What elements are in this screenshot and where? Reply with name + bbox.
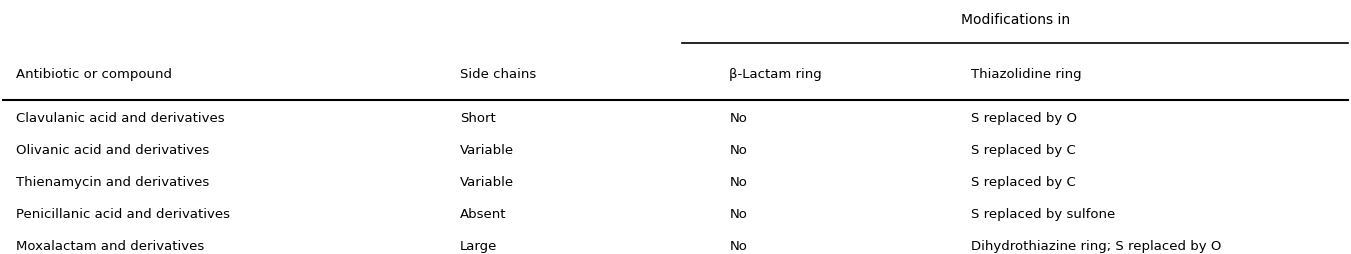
Text: S replaced by C: S replaced by C — [971, 175, 1077, 188]
Text: No: No — [730, 239, 747, 252]
Text: Thienamycin and derivatives: Thienamycin and derivatives — [16, 175, 209, 188]
Text: No: No — [730, 207, 747, 220]
Text: No: No — [730, 175, 747, 188]
Text: S replaced by O: S replaced by O — [971, 111, 1078, 124]
Text: β-Lactam ring: β-Lactam ring — [730, 68, 821, 81]
Text: Antibiotic or compound: Antibiotic or compound — [16, 68, 172, 81]
Text: No: No — [730, 111, 747, 124]
Text: Modifications in: Modifications in — [961, 12, 1070, 26]
Text: No: No — [730, 143, 747, 156]
Text: Absent: Absent — [461, 207, 507, 220]
Text: Clavulanic acid and derivatives: Clavulanic acid and derivatives — [16, 111, 224, 124]
Text: Moxalactam and derivatives: Moxalactam and derivatives — [16, 239, 204, 252]
Text: Thiazolidine ring: Thiazolidine ring — [971, 68, 1082, 81]
Text: Variable: Variable — [461, 175, 515, 188]
Text: Short: Short — [461, 111, 496, 124]
Text: S replaced by sulfone: S replaced by sulfone — [971, 207, 1116, 220]
Text: Side chains: Side chains — [461, 68, 536, 81]
Text: Variable: Variable — [461, 143, 515, 156]
Text: S replaced by C: S replaced by C — [971, 143, 1077, 156]
Text: Dihydrothiazine ring; S replaced by O: Dihydrothiazine ring; S replaced by O — [971, 239, 1221, 252]
Text: Large: Large — [461, 239, 497, 252]
Text: Olivanic acid and derivatives: Olivanic acid and derivatives — [16, 143, 209, 156]
Text: Penicillanic acid and derivatives: Penicillanic acid and derivatives — [16, 207, 230, 220]
